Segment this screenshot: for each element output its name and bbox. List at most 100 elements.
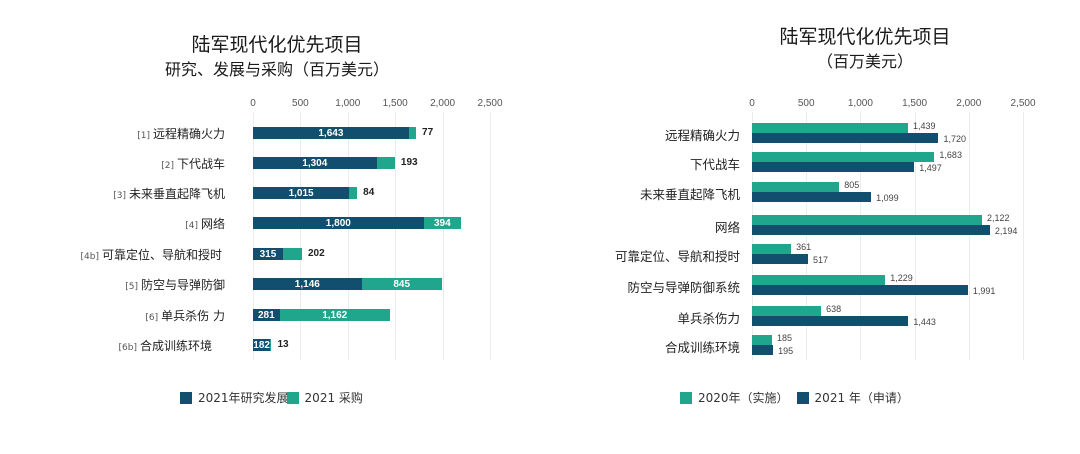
x-tick-label: 2,500 xyxy=(477,98,503,109)
legend-label: 2021 采购 xyxy=(304,391,363,405)
category-index: [5] xyxy=(125,282,138,292)
category-name: 可靠定位、导航和授时 xyxy=(101,248,222,262)
category-index: [1] xyxy=(137,131,150,141)
value-label-2020: 1,439 xyxy=(912,121,936,131)
bar-segment-rd: 1,304 xyxy=(253,157,377,169)
category-label: [4] 网络 xyxy=(185,215,225,232)
gridline xyxy=(1023,112,1024,360)
bar-2020 xyxy=(752,275,886,285)
bar-segment-procurement: 394 xyxy=(423,217,461,229)
bar-segment-procurement xyxy=(408,127,417,139)
category-label: 未来垂直起降飞机 xyxy=(639,187,740,202)
gridline xyxy=(442,112,444,360)
stacked-bar: 1,304 xyxy=(253,157,395,169)
bar-2021 xyxy=(752,225,990,235)
gridline xyxy=(860,112,862,360)
legend-swatch-icon xyxy=(286,391,299,404)
legend-label: 2021年研究发展 xyxy=(198,391,289,405)
category-label: 网络 xyxy=(714,220,740,235)
left-chart: 陆军现代化优先项目 研究、发展与采购（百万美元） 0 500 1,000 1,500 2… xyxy=(81,34,503,406)
procurement-value-label: 193 xyxy=(400,157,418,168)
value-label-2020: 185 xyxy=(777,333,793,343)
x-tick-label: 500 xyxy=(292,98,309,109)
category-label: [6] 单兵杀伤 力 xyxy=(145,307,225,324)
bar-segment-procurement xyxy=(282,248,302,260)
bar-2021 xyxy=(752,316,909,326)
left-chart-subtitle: 研究、发展与采购（百万美元） xyxy=(164,60,389,79)
value-label-2021: 1,497 xyxy=(919,163,942,173)
x-tick-label: 500 xyxy=(797,98,815,109)
legend-item-rd: 2021年研究发展 xyxy=(180,389,289,406)
value-label-2021: 1,443 xyxy=(913,317,936,327)
value-label-2020: 638 xyxy=(826,304,842,314)
value-label-2021: 1,991 xyxy=(972,286,996,296)
bar-2020 xyxy=(752,152,935,162)
legend-swatch-icon xyxy=(180,391,192,404)
gridline xyxy=(347,112,349,360)
category-index: [6] xyxy=(145,313,159,323)
category-index: [3] xyxy=(113,191,126,201)
category-label: 合成训练环境 xyxy=(664,340,740,355)
left-chart-title: 陆军现代化优先项目 xyxy=(191,34,363,56)
legend-swatch-icon xyxy=(680,391,692,404)
left-legend: 2021年研究发展 2021 采购 xyxy=(180,389,363,406)
x-tick-label: 0 xyxy=(749,98,755,109)
gridline xyxy=(914,112,916,360)
value-label-2020: 1,229 xyxy=(890,273,913,283)
bar-2020 xyxy=(752,182,840,192)
procurement-value-label: 84 xyxy=(363,187,375,198)
stacked-bar: 1,146 845 xyxy=(253,278,442,290)
legend-swatch-icon xyxy=(796,391,809,404)
category-name: 下代战车 xyxy=(176,157,225,171)
category-label: [4b] 可靠定位、导航和授时 xyxy=(81,246,222,263)
bar-segment-procurement xyxy=(376,157,395,169)
category-label: 可靠定位、导航和授时 xyxy=(614,249,740,264)
bar-segment-procurement xyxy=(349,187,358,199)
right-chart-title: 陆军现代化优先项目 xyxy=(779,26,951,48)
gridline xyxy=(752,112,753,360)
stacked-bar: 182 xyxy=(253,339,272,351)
gridline xyxy=(806,112,808,360)
gridline xyxy=(253,112,254,360)
value-label-2021: 195 xyxy=(778,346,794,356)
right-chart: 陆军现代化优先项目 （百万美元） 0 500 1,000 1,500 2,000 2,50… xyxy=(540,0,1080,454)
stacked-bar: 281 1,162 xyxy=(253,309,390,321)
legend-item-procurement: 2021 采购 xyxy=(286,389,363,406)
bar-2020 xyxy=(752,306,822,316)
gridline xyxy=(395,112,397,360)
category-index: [6b] xyxy=(118,343,137,353)
stacked-bar: 1,800 394 xyxy=(253,217,461,229)
bar-2020 xyxy=(752,335,773,345)
bar-2020 xyxy=(752,123,908,133)
bar-segment-rd: 1,800 xyxy=(253,217,424,229)
value-label-2020: 1,683 xyxy=(939,150,962,160)
bar-2021 xyxy=(752,162,915,172)
category-index: [2] xyxy=(161,161,174,171)
category-label: 防空与导弹防御系统 xyxy=(627,280,740,295)
gridline xyxy=(300,112,302,360)
x-tick-label: 2,000 xyxy=(430,98,456,109)
x-tick-label: 0 xyxy=(250,98,256,109)
legend-item-2020: 2020年（实施） xyxy=(680,389,789,406)
bar-2021 xyxy=(752,254,809,264)
bar-2020 xyxy=(752,244,792,254)
legend-label: 2020年（实施） xyxy=(698,391,789,405)
bar-segment-rd: 1,643 xyxy=(253,127,409,139)
bar-segment-rd: 1,146 xyxy=(253,278,362,290)
value-label-2021: 2,194 xyxy=(994,226,1018,236)
category-name: 未来垂直起降飞机 xyxy=(128,187,225,201)
procurement-value-label: 77 xyxy=(422,127,434,138)
value-label-2021: 1,099 xyxy=(876,193,899,203)
bar-2020 xyxy=(752,215,983,225)
category-label: [1] 远程精确火力 xyxy=(137,125,225,142)
stacked-bar: 315 xyxy=(253,248,302,260)
value-label-2020: 805 xyxy=(844,180,860,190)
category-label: 单兵杀伤力 xyxy=(677,311,740,326)
bar-segment-rd: 281 xyxy=(253,309,280,321)
bar-segment-rd: 182 xyxy=(253,339,271,351)
gridline xyxy=(490,112,491,360)
value-label-2021: 517 xyxy=(813,255,829,265)
x-tick-label: 2,000 xyxy=(956,98,982,109)
bar-2021 xyxy=(752,345,774,355)
stacked-bar: 1,015 xyxy=(253,187,358,199)
